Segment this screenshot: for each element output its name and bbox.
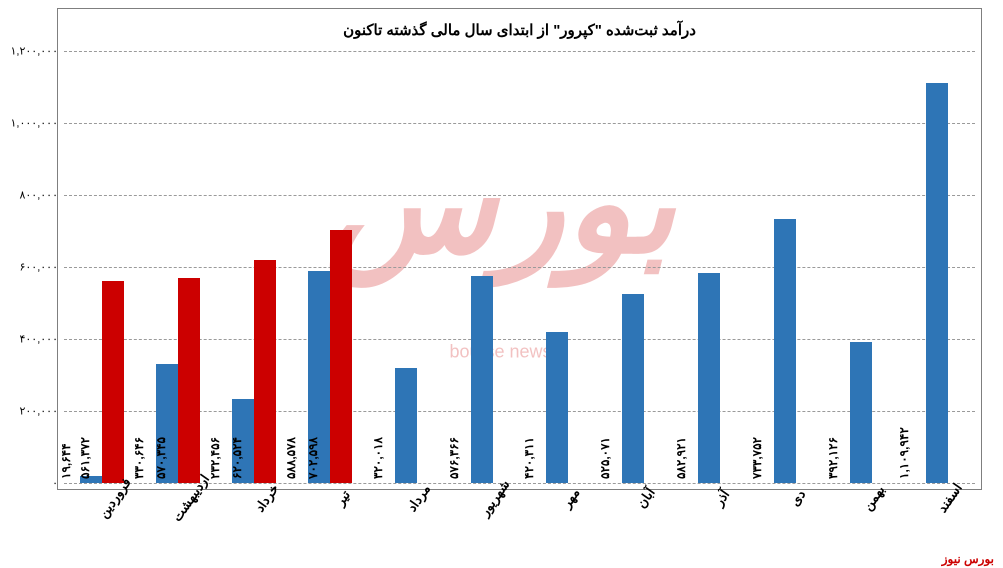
bar-value-label: ۱۹,۶۴۴ <box>60 443 74 479</box>
bar-groups: ۱۹,۶۴۴۵۶۱,۳۷۲۳۳۰,۶۴۶۵۷۰,۳۴۵۲۳۲,۴۵۶۶۲۰,۵۲… <box>65 51 976 483</box>
bar-blue: ۵۸۲,۹۲۱ <box>699 273 721 483</box>
y-tick-label: ۱,۰۰۰,۰۰۰ <box>12 116 65 129</box>
bar-blue: ۵۲۵,۰۷۱ <box>623 294 645 483</box>
bar-group: ۴۲۰,۳۱۱ <box>520 51 596 483</box>
y-tick-label: ۰ <box>53 477 65 490</box>
bar-group: ۱,۱۰۹,۹۴۲ <box>900 51 976 483</box>
bar-blue: ۴۲۰,۳۱۱ <box>547 332 569 483</box>
y-tick-label: ۱,۲۰۰,۰۰۰ <box>12 45 65 58</box>
bar-blue: ۱,۱۰۹,۹۴۲ <box>927 83 949 483</box>
bar-group: ۲۳۲,۴۵۶۶۲۰,۵۲۴ <box>217 51 293 483</box>
plot-area: (میلیون ریال) ۱۹,۶۴۴۵۶۱,۳۷۲۳۳۰,۶۴۶۵۷۰,۳۴… <box>65 51 976 483</box>
bar-group: ۳۲۰,۰۱۸ <box>369 51 445 483</box>
bar-value-label: ۴۲۰,۳۱۱ <box>523 437 537 479</box>
bar-red: ۵۶۱,۳۷۲ <box>103 281 125 483</box>
bar-value-label: ۵۷۶,۳۶۶ <box>448 437 462 479</box>
bar-value-label: ۵۶۱,۳۷۲ <box>79 437 93 479</box>
bar-value-label: ۷۰۲,۵۹۸ <box>307 437 321 479</box>
chart: درآمد ثبت‌شده "کپرور" از ابتدای سال مالی… <box>58 8 983 490</box>
bar-group: ۵۲۵,۰۷۱ <box>596 51 672 483</box>
bar-group: ۵۸۸,۵۷۸۷۰۲,۵۹۸ <box>293 51 369 483</box>
bar-group: ۵۷۶,۳۶۶ <box>445 51 521 483</box>
x-axis-labels: فروردیناردیبهشتخردادتیرمردادشهریورمهرآبا… <box>65 489 976 513</box>
bar-group: ۷۳۳,۷۵۲ <box>748 51 824 483</box>
bar-group: ۳۳۰,۶۴۶۵۷۰,۳۴۵ <box>141 51 217 483</box>
bar-red: ۷۰۲,۵۹۸ <box>331 230 353 483</box>
bar-value-label: ۷۳۳,۷۵۲ <box>751 437 765 479</box>
bar-value-label: ۵۷۰,۳۴۵ <box>155 437 169 479</box>
bar-red: ۶۲۰,۵۲۴ <box>255 260 277 483</box>
y-tick-label: ۸۰۰,۰۰۰ <box>20 188 65 201</box>
chart-title: درآمد ثبت‌شده "کپرور" از ابتدای سال مالی… <box>59 21 982 39</box>
bar-value-label: ۳۹۲,۱۲۶ <box>827 437 841 479</box>
bar-group: ۵۸۲,۹۲۱ <box>672 51 748 483</box>
bar-value-label: ۵۸۲,۹۲۱ <box>675 437 689 479</box>
bar-red: ۵۷۰,۳۴۵ <box>179 278 201 483</box>
source-label: بورس نیوز <box>943 552 995 566</box>
bar-value-label: ۳۲۰,۰۱۸ <box>372 437 386 479</box>
bar-value-label: ۵۲۵,۰۷۱ <box>599 437 613 479</box>
bar-group: ۳۹۲,۱۲۶ <box>824 51 900 483</box>
y-tick-label: ۴۰۰,۰۰۰ <box>20 332 65 345</box>
y-tick-label: ۲۰۰,۰۰۰ <box>20 405 65 418</box>
bar-blue: ۳۹۲,۱۲۶ <box>851 342 873 483</box>
bar-blue: ۳۲۰,۰۱۸ <box>396 368 418 483</box>
bar-value-label: ۶۲۰,۵۲۴ <box>231 437 245 479</box>
y-tick-label: ۶۰۰,۰۰۰ <box>20 261 65 274</box>
bar-group: ۱۹,۶۴۴۵۶۱,۳۷۲ <box>65 51 141 483</box>
bar-blue: ۷۳۳,۷۵۲ <box>775 219 797 483</box>
bar-blue: ۵۷۶,۳۶۶ <box>472 276 494 483</box>
